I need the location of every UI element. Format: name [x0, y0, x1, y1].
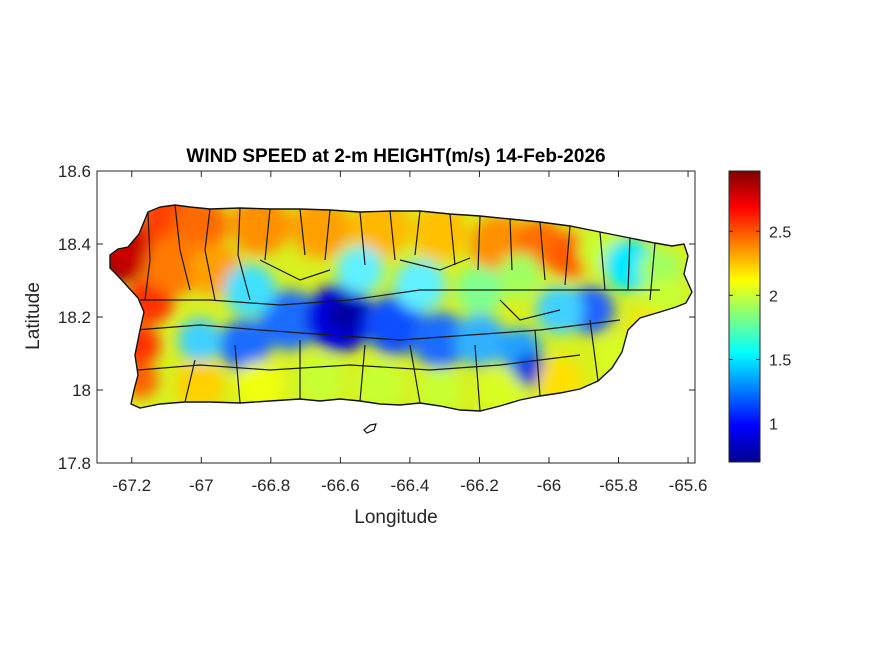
municipality-boundary	[534, 329, 541, 397]
field-patch	[178, 318, 222, 362]
field-patch	[412, 312, 468, 368]
colorbar-tick-label: 1.5	[769, 352, 791, 369]
x-axis-label: Longitude	[354, 507, 437, 528]
y-tick-label: 18.4	[58, 235, 91, 254]
field-patch	[176, 361, 224, 409]
municipality-boundary	[449, 213, 456, 266]
field-patch	[418, 368, 462, 411]
field-patch	[296, 356, 344, 404]
field-patch	[219, 319, 271, 371]
y-tick-label: 17.8	[58, 454, 91, 473]
field-patch	[327, 297, 363, 333]
municipality-boundary	[599, 231, 606, 291]
x-axis: -67.2 -67 -66.8 -66.6 -66.4 -66.2 -66 -65.8 -65.…	[112, 171, 707, 495]
field-patch	[365, 295, 425, 355]
municipality-boundary	[509, 218, 513, 271]
y-tick-label: 18	[72, 381, 91, 400]
island-coastline	[109, 204, 693, 412]
colorbar-tick-label: 2.5	[769, 224, 791, 241]
municipality-boundary	[477, 215, 481, 271]
municipality-boundary	[174, 205, 191, 291]
y-tick-label: 18.2	[58, 308, 91, 327]
caja-de-muertos-island	[363, 423, 377, 434]
municipality-boundary	[359, 211, 366, 266]
municipality-boundary	[234, 344, 241, 404]
x-tick-label: -66.8	[251, 476, 290, 495]
municipality-boundary	[564, 225, 571, 286]
x-tick-label: -66.6	[321, 476, 360, 495]
colorbar-ticks: 1 1.5 2 2.5	[729, 224, 791, 434]
municipality-boundary	[499, 299, 561, 321]
field-patch	[498, 253, 542, 297]
field-patch	[454, 314, 506, 366]
y-axis-label: Latitude	[23, 282, 44, 350]
y-tick-label: 18.6	[58, 162, 91, 181]
x-tick-label: -66.4	[391, 476, 430, 495]
municipality-boundary	[137, 354, 581, 371]
municipality-boundary	[399, 257, 471, 271]
x-tick-label: -65.8	[599, 476, 638, 495]
municipality-boundary	[539, 221, 546, 281]
field-patch	[290, 205, 350, 258]
municipality-boundary	[414, 210, 421, 256]
y-axis: 17.8 18 18.2 18.4 18.6	[58, 162, 695, 473]
x-tick-label: -66.2	[460, 476, 499, 495]
field-patch	[394, 259, 446, 311]
municipality-boundary	[299, 208, 306, 256]
field-patch	[356, 361, 404, 409]
field-patch	[350, 205, 410, 258]
field-patch	[145, 235, 205, 295]
colorbar-tick-label: 2	[769, 288, 778, 305]
municipality-boundary	[627, 237, 631, 291]
municipality-boundary	[140, 289, 660, 306]
x-tick-label: -65.6	[669, 476, 708, 495]
municipality-boundary	[359, 344, 366, 402]
municipality-boundary	[134, 319, 621, 341]
municipality-boundary	[237, 207, 251, 301]
municipality-boundary	[589, 319, 599, 382]
x-tick-label: -66	[537, 476, 562, 495]
municipality-boundary	[264, 208, 271, 261]
municipality-boundaries	[134, 205, 660, 411]
municipality-boundary	[204, 208, 216, 301]
municipality-boundary	[259, 259, 331, 281]
municipality-boundary	[184, 359, 196, 403]
municipality-boundary	[324, 209, 331, 261]
municipality-boundary	[389, 210, 396, 261]
wind-speed-field	[110, 205, 692, 411]
colorbar	[728, 170, 761, 463]
x-tick-label: -67	[189, 476, 214, 495]
colorbar-tick-label: 1	[769, 417, 778, 434]
field-patch	[412, 205, 468, 260]
municipality-boundary	[144, 211, 151, 301]
field-patch	[236, 361, 284, 409]
x-tick-label: -67.2	[112, 476, 151, 495]
municipality-boundary	[409, 344, 421, 404]
field-patch	[230, 205, 290, 255]
municipality-boundary	[474, 344, 481, 411]
chart-title: WIND SPEED at 2-m HEIGHT(m/s) 14-Feb-202…	[186, 146, 605, 167]
field-patch	[224, 264, 276, 316]
field-patch	[336, 246, 384, 294]
